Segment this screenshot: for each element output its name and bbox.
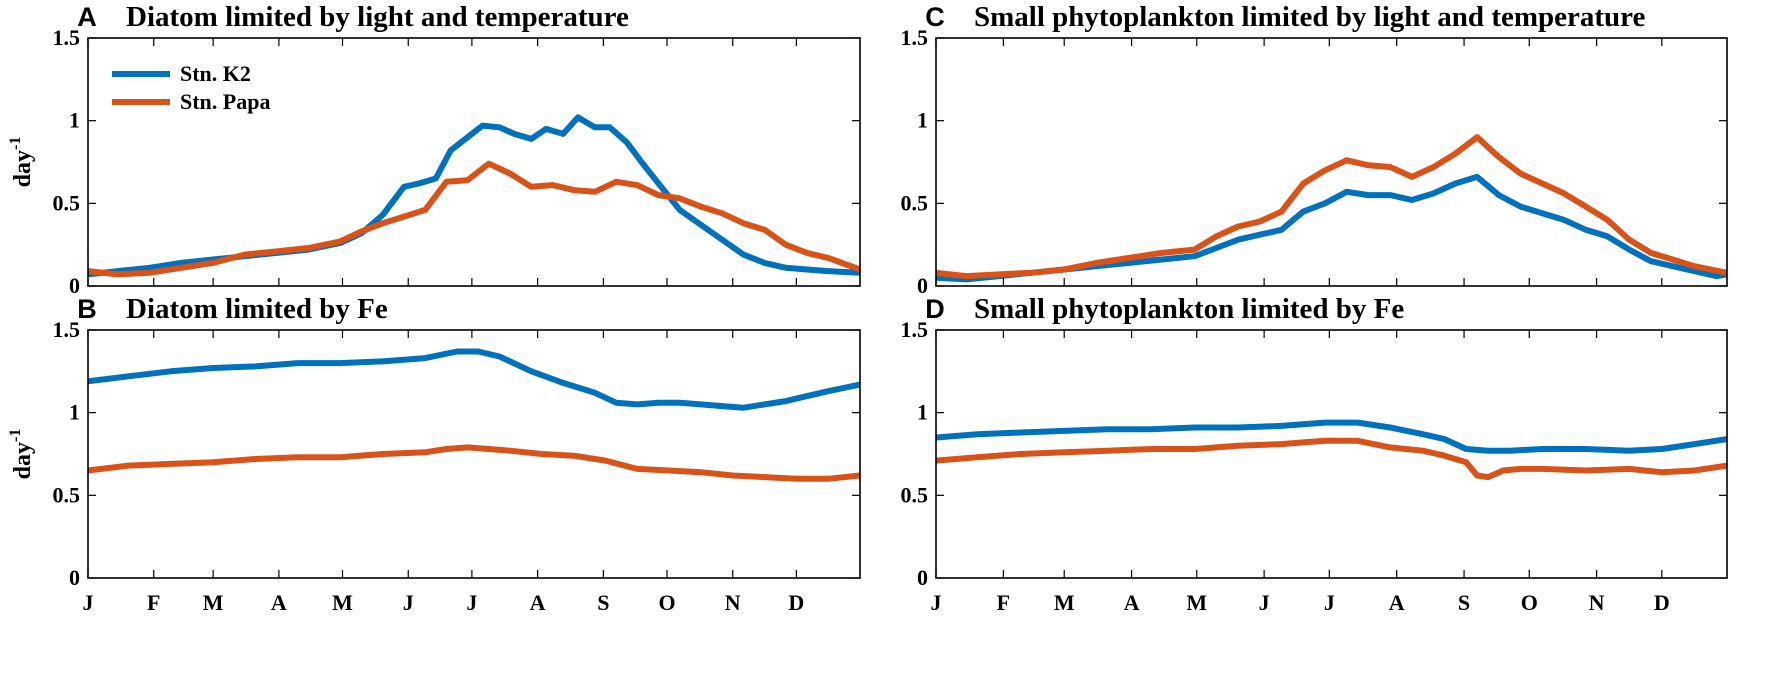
panel-c: 0 0.5 1 1.5C Small phytoplankton limited by … xyxy=(901,1,1728,298)
xtick-label: J xyxy=(1259,590,1270,615)
xtick-label: D xyxy=(788,590,804,615)
ytick-label: 0.5 xyxy=(53,482,81,507)
series-group-c xyxy=(936,134,1727,283)
panel-title-c: Small phytoplankton limited by light and… xyxy=(974,1,1646,33)
xtick-label: J xyxy=(931,590,942,615)
xtick-label: D xyxy=(1654,590,1670,615)
ytick-label: 0 xyxy=(69,273,80,298)
xtick-label: F xyxy=(147,590,160,615)
axes-frame-d xyxy=(935,329,1728,579)
series-line-k2-d xyxy=(936,419,1727,454)
xtick-label: S xyxy=(1458,590,1470,615)
y-axis-label-base: day xyxy=(10,150,36,187)
ytick-label: 1 xyxy=(69,108,80,133)
y-axis-label-sup: -1 xyxy=(7,137,24,150)
ytick-label: 1 xyxy=(917,108,928,133)
panel-d: 0 0.5 1 1.5 J F M A M J J A S O N D D Small phytoplankton… xyxy=(901,293,1728,615)
ytick-label: 0.5 xyxy=(901,190,929,215)
xtick-label: A xyxy=(530,590,546,615)
xtick-label: M xyxy=(1186,590,1207,615)
ytick-label: 0 xyxy=(917,273,928,298)
panel-letter-d: D xyxy=(925,294,945,324)
xtick-label: N xyxy=(725,590,741,615)
xtick-label: J xyxy=(403,590,414,615)
panel-title-d: Small phytoplankton limited by Fe xyxy=(974,293,1404,325)
series-line-k2-b xyxy=(88,348,860,411)
legend: Stn. K2 Stn. Papa xyxy=(112,61,270,114)
ytick-label: 1 xyxy=(917,400,928,425)
panel-a: 0 0.5 1 1.5A Diatom limited by light and tem… xyxy=(7,1,861,298)
ytick-label: 1.5 xyxy=(901,25,929,50)
series-line-papa-a xyxy=(88,160,860,278)
xtick-label: J xyxy=(83,590,94,615)
xtick-label: O xyxy=(658,590,675,615)
legend-label-k2: Stn. K2 xyxy=(180,61,251,86)
y-axis-label-sup: -1 xyxy=(7,429,24,442)
series-line-papa-d xyxy=(936,437,1727,481)
xtick-label: J xyxy=(466,590,477,615)
series-line-k2-a xyxy=(88,114,860,278)
series-line-k2-c xyxy=(936,173,1727,283)
ytick-label: 1.5 xyxy=(53,317,81,342)
panel-letter-b: B xyxy=(77,294,97,324)
panel-b: 0 0.5 1 1.5 J F M A M J J A S O N D B Diatom limited by F… xyxy=(7,293,861,615)
xtick-label: N xyxy=(1589,590,1605,615)
ytick-label: 0.5 xyxy=(53,190,81,215)
y-axis-label-a: day-1 xyxy=(7,137,36,188)
ytick-label: 1.5 xyxy=(53,25,81,50)
xtick-label: M xyxy=(332,590,353,615)
xtick-label: A xyxy=(1124,590,1140,615)
xtick-label: J xyxy=(1324,590,1335,615)
ytick-label: 0 xyxy=(69,565,80,590)
series-line-papa-c xyxy=(936,134,1727,280)
xtick-label: M xyxy=(203,590,224,615)
xtick-label: M xyxy=(1054,590,1075,615)
series-group-d xyxy=(936,419,1727,481)
series-group-a xyxy=(88,114,860,278)
legend-label-papa: Stn. Papa xyxy=(180,89,270,114)
xtick-label: F xyxy=(997,590,1010,615)
xtick-label: A xyxy=(271,590,287,615)
series-line-papa-b xyxy=(88,444,860,482)
ytick-label: 1 xyxy=(69,400,80,425)
xtick-label: S xyxy=(597,590,609,615)
xtick-label: O xyxy=(1521,590,1538,615)
panel-letter-c: C xyxy=(925,2,945,32)
ytick-label: 0.5 xyxy=(901,482,929,507)
ytick-label: 0 xyxy=(917,565,928,590)
axes-frame-a xyxy=(87,37,861,287)
panel-title-a: Diatom limited by light and temperature xyxy=(126,1,629,33)
series-group-b xyxy=(88,348,860,482)
xtick-label: A xyxy=(1389,590,1405,615)
ytick-label: 1.5 xyxy=(901,317,929,342)
panel-letter-a: A xyxy=(77,2,97,32)
y-axis-label-base: day xyxy=(10,442,36,479)
y-axis-label-b: day-1 xyxy=(7,429,36,480)
axes-frame-b xyxy=(87,329,861,579)
axes-frame-c xyxy=(935,37,1728,287)
panel-title-b: Diatom limited by Fe xyxy=(126,293,388,325)
